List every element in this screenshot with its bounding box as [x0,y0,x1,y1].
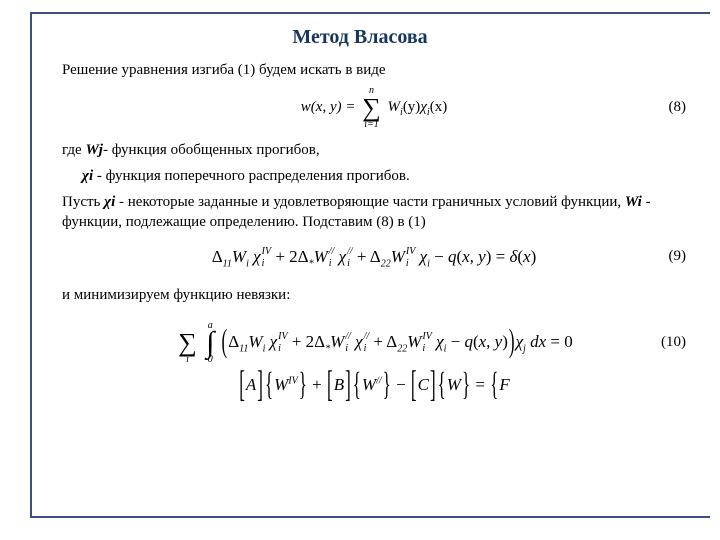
p4-sym2: Wi [625,194,642,210]
where-chi: χi - функция поперечного распределения п… [82,166,686,186]
body: Решение уравнения изгиба (1) будем искат… [62,60,686,405]
p4-b: - некоторые заданные и удовлетворяющие ч… [115,194,625,210]
equation-8: w(x, y) = n ∑ i=1 Wi(y)χi(x) (8) [62,86,686,129]
assumption-paragraph: Пусть χi - некоторые заданные и удовлетв… [62,192,686,233]
eq-matrix-expression: [A]{WIV} + [B]{W//} − [C]{W} = {F [238,375,510,395]
p4-a: Пусть [62,194,104,210]
p4-sym1: χi [104,194,115,210]
eq9-number: (9) [669,248,687,265]
eq8-W-arg: (y) [403,99,421,115]
p3-post: - функция поперечного распределения прог… [93,168,410,184]
eq9-expression: Δ11Wi χIVi + 2Δ*W//i χ//i + Δ22WIVi χi −… [212,247,537,267]
where-Wj: где Wj- функция обобщенных прогибов, [62,140,686,160]
p3-sym: χi [82,168,93,184]
rule-left [30,12,32,518]
rule-bottom [30,516,710,518]
eq10-expression: ∑ i a ∫ 0 (Δ11Wi χIVi + 2Δ*W//i χ//i + Δ… [175,321,572,365]
rule-top [30,12,710,14]
sigma-icon: ∑ i [178,321,197,364]
equation-9: Δ11Wi χIVi + 2Δ*W//i χ//i + Δ22WIVi χi −… [62,247,686,267]
int-bot: 0 [208,355,213,365]
eq8-chi-arg: (x) [430,99,448,115]
page: Метод Власова Решение уравнения изгиба (… [0,0,720,540]
eq8-expression: w(x, y) = n ∑ i=1 Wi(y)χi(x) [301,86,447,129]
minimize-paragraph: и минимизируем функцию невязки: [62,285,686,305]
p2-pre: где [62,142,85,158]
eq8-number: (8) [669,99,687,116]
sigma-icon: n ∑ i=1 [362,86,381,129]
equation-matrix: [A]{WIV} + [B]{W//} − [C]{W} = {F [62,375,686,395]
p2-sym: Wj [85,142,103,158]
eq8-chi: χ [420,99,427,115]
p2-post: - функция обобщенных прогибов, [103,142,320,158]
equation-10: ∑ i a ∫ 0 (Δ11Wi χIVi + 2Δ*W//i χ//i + Δ… [62,321,686,365]
eq8-W: W [388,99,401,115]
intro-paragraph: Решение уравнения изгиба (1) будем искат… [62,60,686,80]
eq8-lhs: w(x, y) = [301,99,359,115]
integral-icon: a ∫ 0 [206,321,214,365]
eq10-number: (10) [661,334,686,351]
sum-lower: i=1 [364,120,379,130]
page-title: Метод Власова [0,26,720,49]
